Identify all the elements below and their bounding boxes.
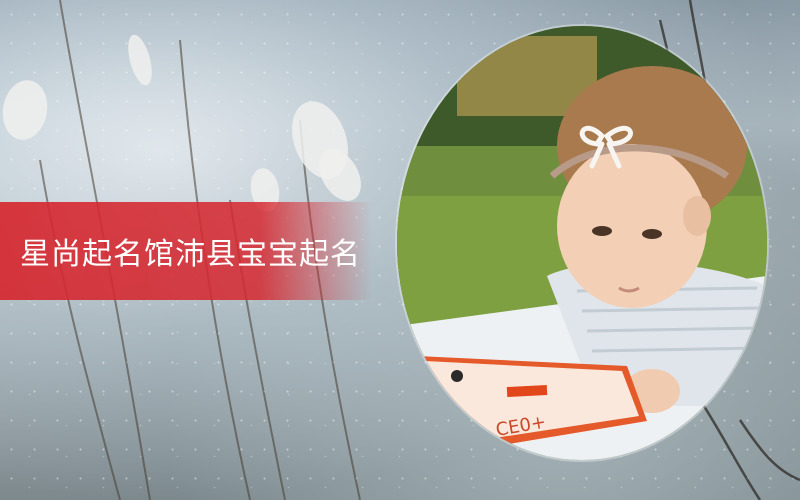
title-banner: 星尚起名馆沛县宝宝起名 — [0, 202, 372, 300]
page-title: 星尚起名馆沛县宝宝起名 — [20, 237, 361, 272]
baby-photo: CE0+ — [397, 26, 767, 460]
baby-reading-image: CE0+ — [397, 26, 767, 460]
